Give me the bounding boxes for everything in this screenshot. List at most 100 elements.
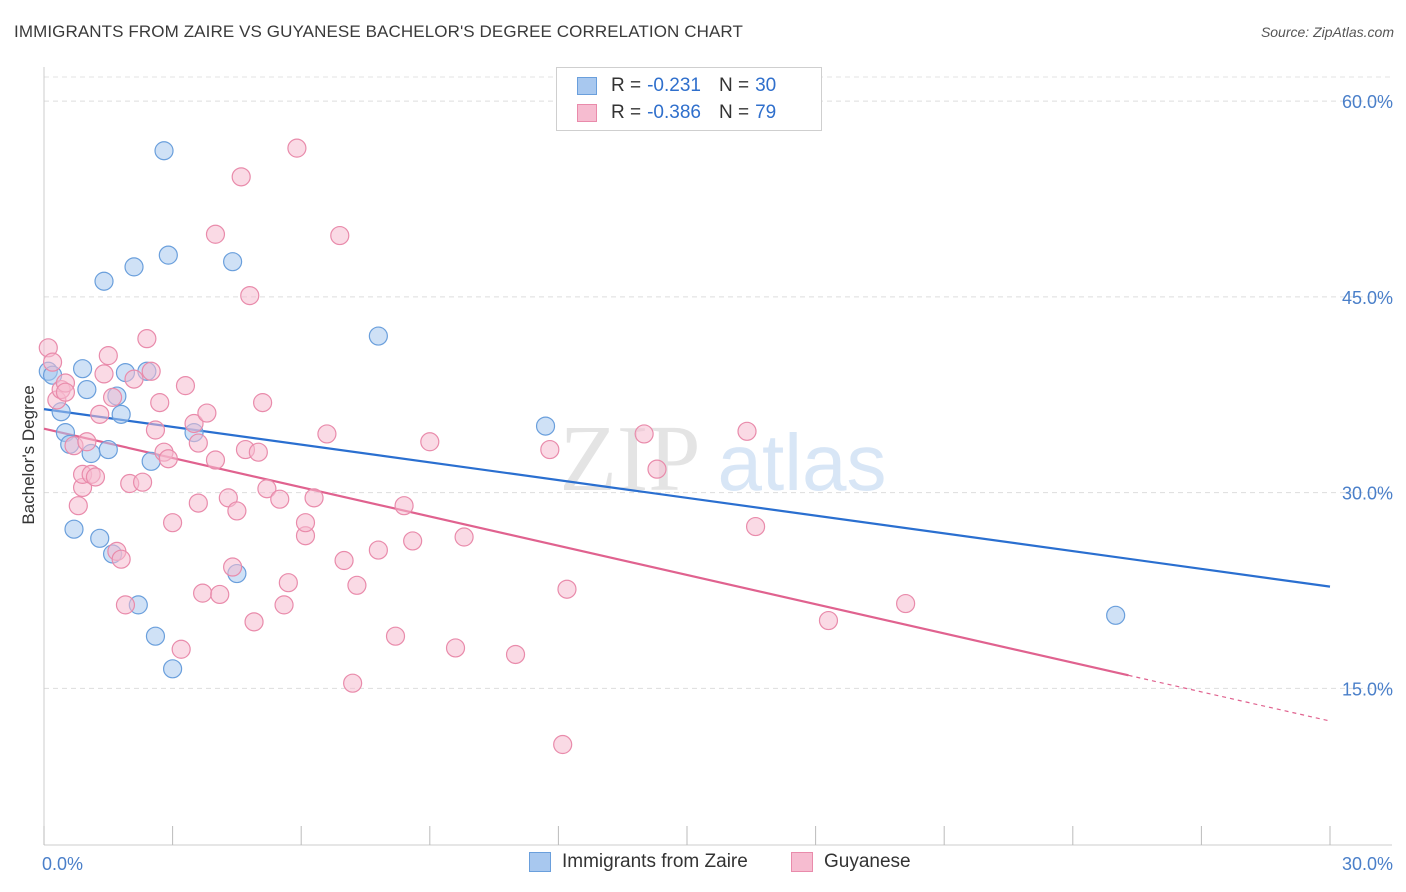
- point-guyanese: [102, 387, 123, 407]
- series-legend: Immigrants from Zaire Guyanese: [0, 851, 1406, 877]
- point-guyanese: [343, 673, 363, 693]
- point-guyanese: [150, 393, 170, 413]
- point-zaire: [145, 626, 166, 646]
- point-guyanese: [347, 575, 367, 595]
- point-guyanese: [248, 442, 268, 462]
- point-guyanese: [368, 540, 388, 560]
- point-guyanese: [253, 393, 273, 413]
- r-value: -0.231: [647, 75, 701, 96]
- y-tick-label: 60.0%: [1342, 92, 1393, 112]
- n-value: 30: [755, 75, 777, 96]
- x-tick-label: 0.0%: [42, 854, 83, 874]
- n-value: 79: [755, 102, 777, 123]
- trend-line-guyanese: [43, 427, 1129, 677]
- point-guyanese: [205, 224, 226, 244]
- r-label: R =: [611, 102, 642, 123]
- point-zaire: [94, 271, 114, 291]
- x-tick-label: 30.0%: [1342, 854, 1393, 874]
- point-guyanese: [553, 734, 573, 755]
- point-zaire: [90, 528, 110, 548]
- point-zaire: [368, 326, 388, 346]
- data-points: [38, 138, 1126, 755]
- point-guyanese: [647, 459, 667, 479]
- point-zaire: [72, 359, 93, 379]
- point-guyanese: [124, 369, 144, 389]
- point-guyanese: [403, 531, 423, 551]
- point-guyanese: [317, 424, 337, 444]
- trend-lines: [43, 408, 1331, 722]
- point-guyanese: [896, 593, 916, 614]
- legend-swatch-zaire: [577, 77, 597, 95]
- point-guyanese: [111, 549, 131, 569]
- r-label: R =: [611, 75, 642, 96]
- point-guyanese: [210, 584, 230, 605]
- point-guyanese: [158, 449, 178, 469]
- point-guyanese: [77, 432, 97, 452]
- point-guyanese: [68, 496, 88, 516]
- point-guyanese: [334, 550, 354, 571]
- point-zaire: [111, 404, 131, 424]
- y-tick-label: 15.0%: [1342, 679, 1393, 699]
- legend-swatch-guyanese: [577, 104, 597, 122]
- y-tick-label: 45.0%: [1342, 288, 1393, 308]
- n-label: N =: [718, 75, 750, 96]
- watermark: ZIP atlas: [560, 407, 887, 511]
- point-guyanese: [505, 644, 526, 665]
- point-guyanese: [188, 433, 208, 453]
- point-guyanese: [295, 513, 316, 533]
- point-zaire: [158, 245, 178, 265]
- source-label: Source: ZipAtlas.com: [1260, 24, 1394, 40]
- y-axis-label: Bachelor's Degree: [19, 385, 38, 524]
- point-guyanese: [330, 225, 350, 246]
- point-guyanese: [227, 501, 247, 521]
- point-guyanese: [137, 329, 157, 349]
- n-label: N =: [718, 102, 750, 123]
- point-guyanese: [132, 472, 153, 492]
- point-guyanese: [737, 421, 757, 441]
- point-guyanese: [98, 346, 118, 366]
- legend-swatch-zaire: [529, 852, 551, 872]
- point-guyanese: [270, 489, 290, 509]
- point-guyanese: [745, 516, 766, 537]
- y-tick-label: 30.0%: [1342, 484, 1393, 504]
- point-guyanese: [141, 361, 161, 381]
- point-guyanese: [55, 382, 76, 402]
- legend-label-guyanese: Guyanese: [824, 851, 911, 872]
- point-guyanese: [231, 167, 251, 187]
- point-guyanese: [540, 439, 560, 460]
- legend-swatch-guyanese: [791, 852, 813, 872]
- point-guyanese: [818, 610, 839, 631]
- point-guyanese: [184, 413, 204, 434]
- point-guyanese: [304, 488, 324, 508]
- point-guyanese: [115, 595, 136, 615]
- axes: 15.0% 30.0% 45.0% 60.0% 0.0% 30.0%: [42, 67, 1393, 874]
- r-value: -0.386: [647, 102, 701, 123]
- point-guyanese: [634, 424, 654, 444]
- legend-item-guyanese: Guyanese: [791, 851, 911, 873]
- point-guyanese: [274, 595, 294, 615]
- point-zaire: [77, 379, 97, 400]
- point-guyanese: [171, 639, 191, 659]
- point-guyanese: [188, 493, 208, 513]
- point-guyanese: [223, 557, 243, 577]
- point-guyanese: [197, 403, 217, 423]
- chart-title: IMMIGRANTS FROM ZAIRE VS GUYANESE BACHEL…: [14, 22, 743, 41]
- point-zaire: [154, 141, 174, 161]
- point-guyanese: [454, 527, 474, 547]
- point-guyanese: [205, 450, 226, 470]
- legend-item-zaire: Immigrants from Zaire: [529, 851, 748, 873]
- point-guyanese: [163, 513, 183, 533]
- legend-row-guyanese: R = -0.386 N = 79: [577, 100, 776, 126]
- point-guyanese: [394, 496, 414, 516]
- point-zaire: [64, 519, 84, 539]
- point-guyanese: [94, 364, 114, 384]
- trend-line-zaire: [43, 408, 1331, 588]
- point-guyanese: [175, 376, 196, 396]
- point-guyanese: [145, 420, 166, 440]
- point-guyanese: [287, 138, 307, 158]
- point-zaire: [535, 416, 556, 436]
- point-zaire: [163, 659, 183, 679]
- point-guyanese: [85, 467, 106, 487]
- point-zaire: [223, 252, 243, 272]
- watermark-zip: ZIP: [560, 407, 701, 511]
